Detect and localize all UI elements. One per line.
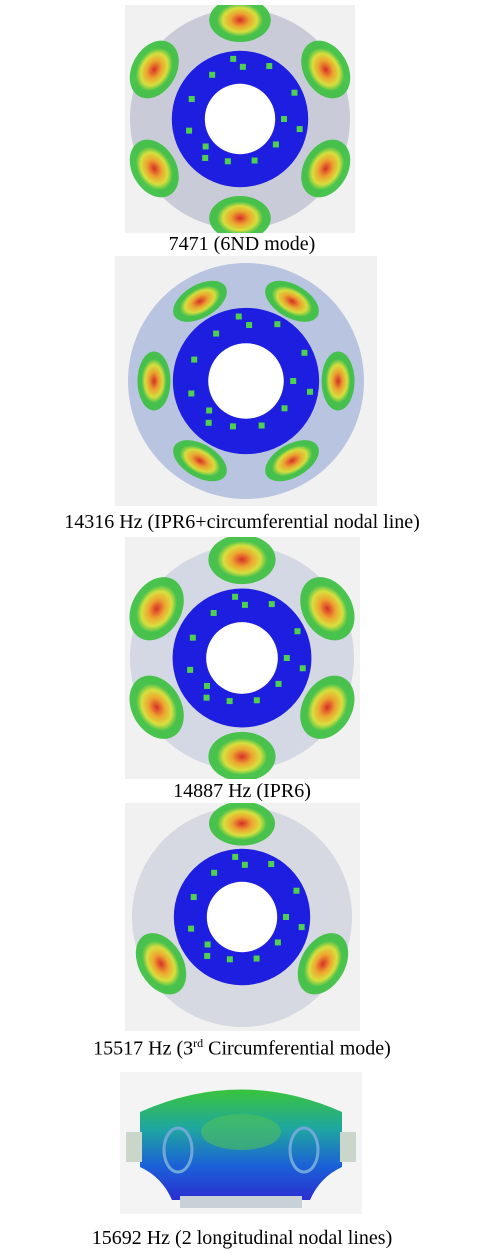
marker (236, 314, 242, 320)
figure-page: 7471 (6ND mode) 14316 Hz (IPR6+circumfer… (0, 0, 484, 1254)
center-hole (208, 343, 284, 419)
marker (252, 158, 258, 164)
marker (269, 601, 275, 607)
marker (188, 926, 194, 932)
marker (259, 423, 265, 429)
deformation-lobe (209, 803, 275, 846)
marker (227, 698, 233, 704)
center-hole (205, 84, 275, 154)
marker (190, 635, 196, 641)
marker (205, 941, 211, 947)
marker (211, 870, 217, 876)
center-hole (206, 622, 278, 694)
marker (242, 602, 248, 608)
marker (281, 116, 287, 122)
marker (211, 610, 217, 616)
marker (191, 357, 197, 363)
marker (232, 854, 238, 860)
caption-superscript: rd (193, 1036, 203, 1050)
marker (232, 594, 238, 600)
caption-text: Circumferential mode) (203, 1038, 391, 1060)
deformation-lobe (322, 352, 355, 411)
deformation-lobe (137, 352, 170, 411)
marker (225, 158, 231, 164)
marker (204, 683, 210, 689)
marker (189, 96, 195, 102)
caption: 15692 Hz (2 longitudinal nodal lines) (0, 1226, 484, 1250)
mode-shape-image (115, 256, 377, 506)
marker (293, 888, 299, 894)
marker (204, 695, 210, 701)
marker (230, 56, 236, 62)
caption: 15517 Hz (3rd Circumferential mode) (0, 1031, 484, 1061)
marker (206, 407, 212, 413)
center-hole (207, 882, 277, 952)
mode-shape-image (125, 803, 360, 1031)
marker (284, 655, 290, 661)
marker (191, 894, 197, 900)
marker (242, 862, 248, 868)
marker (294, 628, 300, 634)
marker (268, 861, 274, 867)
marker (301, 350, 307, 356)
marker (291, 90, 297, 96)
marker (204, 953, 210, 959)
marker (273, 141, 279, 147)
marker (275, 939, 281, 945)
marker (186, 128, 192, 134)
mode-shape-image (125, 537, 360, 779)
marker (300, 665, 306, 671)
marker (282, 405, 288, 411)
caption: 14887 Hz (IPR6) (0, 779, 484, 803)
deformation-lobe (208, 732, 275, 779)
marker (203, 143, 209, 149)
mode-shape-image (125, 5, 355, 233)
marker (206, 420, 212, 426)
marker (227, 956, 233, 962)
marker (246, 322, 252, 328)
marker (187, 667, 193, 673)
marker (283, 914, 289, 920)
marker (299, 924, 305, 930)
marker (276, 681, 282, 687)
marker (230, 423, 236, 429)
marker (188, 390, 194, 396)
marker (254, 956, 260, 962)
marker (307, 389, 313, 395)
marker (254, 697, 260, 703)
deformation-lobe (208, 537, 275, 584)
marker (213, 331, 219, 337)
caption-text: 15517 Hz (3 (93, 1038, 193, 1060)
marker (297, 126, 303, 132)
caption: 14316 Hz (IPR6+circumferential nodal lin… (0, 510, 484, 534)
caption: 7471 (6ND mode) (0, 232, 484, 256)
marker (202, 155, 208, 161)
marker (240, 64, 246, 70)
mode-shape-image (120, 1072, 362, 1214)
marker (209, 72, 215, 78)
marker (274, 321, 280, 327)
marker (290, 378, 296, 384)
marker (266, 63, 272, 69)
